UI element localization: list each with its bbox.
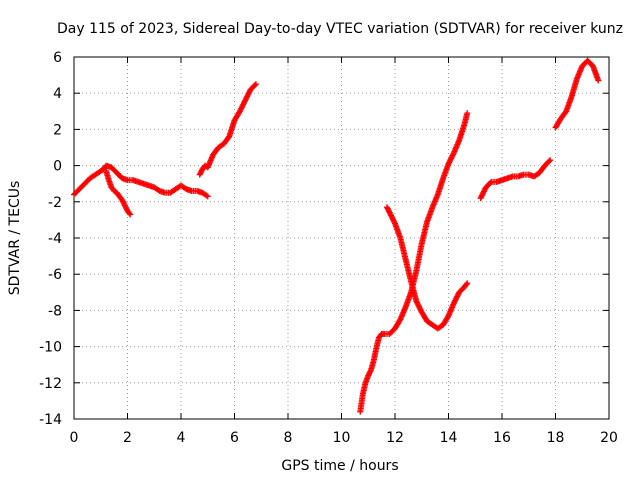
data-point [251, 82, 258, 89]
series-4 [383, 204, 471, 332]
grid [74, 57, 609, 419]
series-3 [357, 110, 471, 415]
x-tick-label: 16 [493, 430, 511, 446]
x-axis-label: GPS time / hours [281, 458, 398, 474]
y-tick-label: -14 [39, 412, 62, 428]
data-point [547, 157, 554, 164]
y-tick-label: -2 [48, 195, 62, 211]
y-tick-label: 0 [53, 159, 62, 175]
series-1 [103, 168, 134, 218]
series-0 [71, 162, 211, 200]
x-tick-label: 20 [600, 430, 618, 446]
data-point [487, 179, 494, 186]
x-tick-label: 8 [284, 430, 293, 446]
data-point [127, 211, 134, 218]
x-tick-label: 10 [333, 430, 351, 446]
x-axis: 0 2 4 6 8 10 12 14 16 18 20 [70, 57, 618, 446]
y-tick-label: 4 [53, 86, 62, 102]
data-point [595, 77, 602, 84]
data-point [464, 280, 471, 287]
series-5 [477, 157, 554, 202]
data-point [252, 81, 259, 88]
y-tick-label: -6 [48, 267, 62, 283]
y-tick-label: -12 [39, 376, 62, 392]
y-tick-label: -4 [48, 231, 62, 247]
x-tick-label: 2 [123, 430, 132, 446]
data-point [126, 210, 133, 217]
series-2 [196, 81, 259, 178]
x-tick-label: 4 [177, 430, 186, 446]
y-tick-label: 6 [53, 50, 62, 66]
data-point [203, 192, 210, 199]
data-point [546, 158, 553, 165]
x-tick-label: 18 [547, 430, 565, 446]
x-tick-label: 14 [440, 430, 458, 446]
y-tick-label: 2 [53, 122, 62, 138]
x-tick-label: 6 [230, 430, 239, 446]
y-axis: 6 4 2 0 -2 -4 -6 -8 -10 -12 -14 [39, 50, 609, 428]
y-tick-label: -8 [48, 303, 62, 319]
series-6 [552, 57, 602, 131]
y-axis-label: SDTVAR / TECUs [7, 181, 23, 296]
data-point [204, 193, 211, 200]
data-point [464, 110, 471, 117]
x-tick-label: 0 [70, 430, 79, 446]
y-tick-label: -10 [39, 340, 62, 356]
data-point [463, 281, 470, 288]
chart-title: Day 115 of 2023, Sidereal Day-to-day VTE… [57, 21, 623, 37]
data-points [71, 57, 602, 415]
x-tick-label: 12 [386, 430, 404, 446]
